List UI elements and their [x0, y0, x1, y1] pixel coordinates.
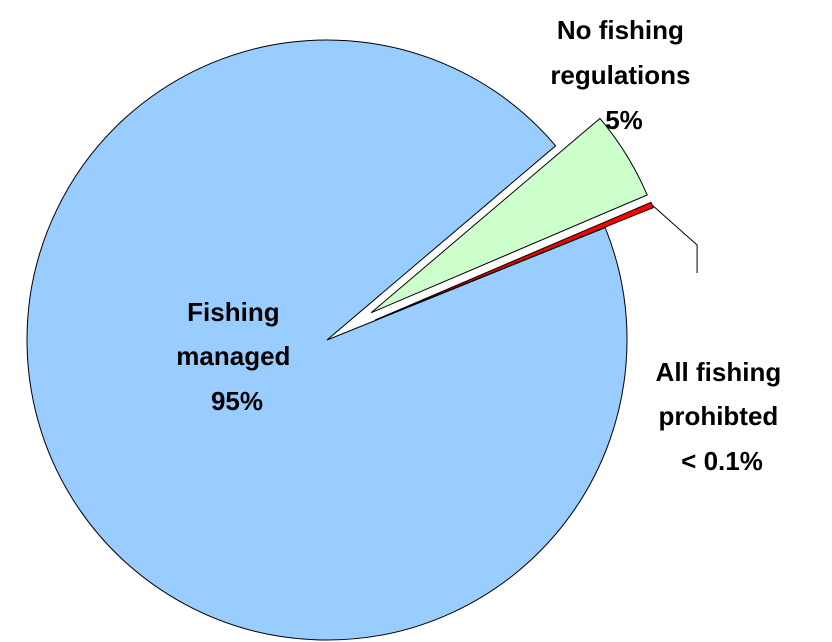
- leader-lines: [651, 204, 698, 274]
- slice-fishing-managed: [26, 39, 628, 641]
- label-line: regulations: [550, 60, 690, 90]
- slice-label-all-fishing-prohibited: All fishing prohibted < 0.1%: [656, 357, 789, 476]
- label-line: 95%: [211, 386, 263, 416]
- label-line: Fishing: [187, 297, 279, 327]
- leader-line-all-fishing-prohibited: [651, 204, 698, 274]
- slice-no-fishing-regulations: [370, 117, 648, 314]
- slice-label-no-fishing-regulations: No fishing regulations 5%: [550, 15, 697, 135]
- pie-slices: [26, 39, 654, 641]
- label-line: All fishing: [656, 357, 782, 387]
- label-line: < 0.1%: [681, 446, 763, 476]
- slice-label-fishing-managed: Fishing managed 95%: [176, 297, 297, 416]
- label-line: No fishing: [557, 15, 684, 45]
- label-line: prohibted: [658, 401, 778, 431]
- label-line: managed: [176, 341, 290, 371]
- label-line: 5%: [605, 105, 643, 135]
